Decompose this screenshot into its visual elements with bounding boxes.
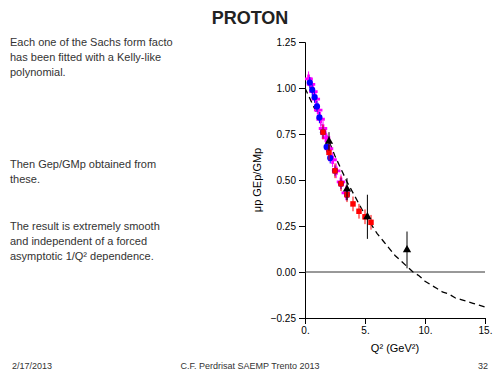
footer: 32 (478, 361, 488, 371)
annotation: The result is extremely smoothand indepe… (10, 220, 160, 262)
y-axis-tick-mark (299, 272, 305, 273)
point (309, 87, 315, 93)
x-axis-title: Q² (GeV²) (371, 342, 419, 354)
plot-area (305, 71, 485, 307)
point (332, 168, 338, 174)
y-axis-tick-mark (299, 226, 305, 227)
y-axis: −0.25 0.00 0.25 0.50 0.75 1.00 1.25 (271, 37, 306, 324)
point (403, 245, 411, 252)
y-axis-tick-label: 1.25 (277, 37, 297, 48)
y-axis-tick-label: 0.25 (277, 221, 297, 232)
y-axis-tick-mark (299, 134, 305, 135)
y-axis-tick: 0.25 (277, 221, 305, 232)
point (356, 209, 361, 214)
x-axis-tick-label: 10. (419, 325, 433, 336)
y-axis-title: μp GEp/GMp (251, 148, 263, 212)
x-axis-tick-mark (365, 318, 366, 324)
x-axis-tick: 10. (419, 318, 433, 336)
series (320, 125, 373, 230)
point (307, 79, 313, 85)
series (305, 71, 350, 200)
point (325, 137, 333, 144)
y-axis-tick: 0.00 (277, 267, 305, 278)
reference-line (305, 272, 485, 273)
x-axis-line (306, 319, 486, 325)
fit-curve (305, 88, 485, 307)
point (312, 95, 320, 103)
y-axis-tick: 0.75 (277, 129, 305, 140)
point (343, 184, 351, 191)
x-axis-tick-label: 5. (361, 325, 369, 336)
y-axis-tick-mark (299, 88, 305, 89)
point (363, 212, 371, 219)
x-axis: 0. 5. 10. 15. (301, 318, 492, 336)
x-axis-tick: 0. (301, 318, 309, 336)
point (320, 129, 325, 134)
annotation: Then Gep/GMp obtained fromthese. (10, 158, 156, 185)
x-axis-tick-mark (425, 318, 426, 324)
y-axis-tick-mark (299, 318, 305, 319)
x-axis-tick-label: 15. (479, 325, 493, 336)
point (320, 129, 326, 135)
y-axis-tick-label: 0.75 (277, 129, 297, 140)
y-axis-tick: −0.25 (271, 313, 305, 324)
point (316, 115, 324, 123)
y-axis-tick: 0.50 (277, 175, 305, 186)
point (332, 167, 340, 175)
point (368, 220, 373, 225)
x-axis-tick: 15. (479, 318, 493, 336)
series (307, 77, 350, 200)
point (338, 181, 343, 186)
point (350, 201, 355, 206)
point (327, 155, 333, 161)
point (312, 94, 318, 100)
point (338, 181, 344, 187)
y-axis-tick-mark (299, 180, 305, 181)
point (314, 103, 320, 109)
x-axis-tick-label: 0. (301, 325, 309, 336)
chart: PROTON Each one of the Sachs form factoha… (0, 0, 500, 375)
y-axis-tick-label: 0.50 (277, 175, 297, 186)
x-axis-tick-mark (485, 318, 486, 324)
y-axis-tick-label: −0.25 (271, 313, 297, 324)
y-axis-line (299, 43, 306, 319)
point (316, 114, 322, 120)
series (325, 132, 411, 268)
annotation: Each one of the Sachs form factohas been… (10, 36, 173, 78)
footer: 2/17/2013 (12, 361, 52, 371)
point (332, 168, 337, 173)
y-axis-tick-label: 0.00 (277, 267, 297, 278)
y-axis-tick-label: 1.00 (277, 83, 297, 94)
x-axis-tick: 5. (361, 318, 369, 336)
y-axis-tick: 1.25 (277, 37, 305, 48)
title: PROTON (212, 8, 289, 28)
y-axis-tick-mark (299, 42, 305, 43)
footer: C.F. Perdrisat SAEMP Trento 2013 (181, 361, 320, 371)
y-axis-tick: 1.00 (277, 83, 305, 94)
